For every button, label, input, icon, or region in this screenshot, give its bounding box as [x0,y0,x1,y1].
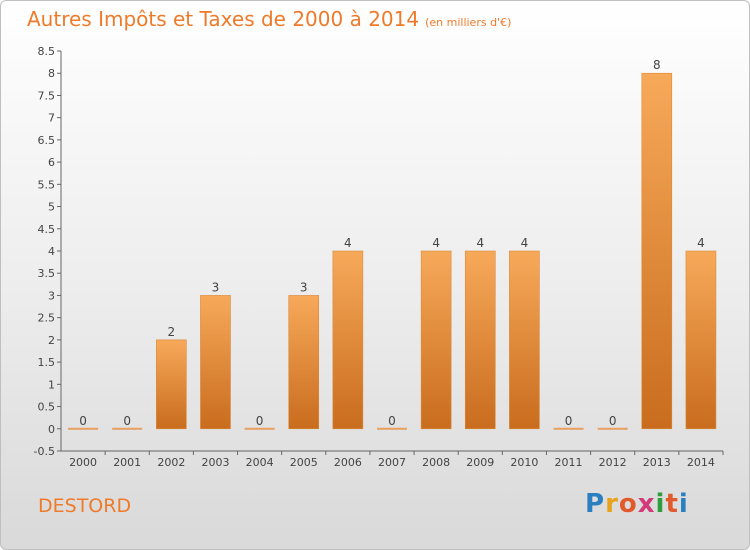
bar-value-label: 2 [168,325,176,339]
x-tick-label: 2003 [201,456,229,469]
bar-value-label: 4 [432,236,440,250]
y-tick-label: 1 [48,378,55,391]
y-tick-label: 7.5 [38,89,56,102]
bar-value-label: 3 [300,280,308,294]
x-tick-label: 2012 [599,456,627,469]
y-tick-label: -0.5 [34,445,55,458]
x-tick-label: 2009 [466,456,494,469]
y-tick-label: 6.5 [38,134,56,147]
bar-value-label: 4 [476,236,484,250]
y-tick-label: 6 [48,156,55,169]
logo-letter: r [605,489,619,519]
logo-letter: P [585,489,606,519]
y-tick-label: 3.5 [38,267,56,280]
proxiti-logo: Proxiti [585,489,689,519]
bar-value-label: 4 [697,236,705,250]
bar [597,427,628,430]
labels-group: 0 0 2 3 0 3 4 0 4 4 4 0 0 8 4 [79,58,705,428]
x-tick-label: 2005 [290,456,318,469]
y-tick-label: 0 [48,423,55,436]
bar [68,427,99,430]
logo-letter: i [678,489,689,519]
x-tick-label: 2008 [422,456,450,469]
logo-letter: o [618,489,638,519]
bar [641,72,673,430]
y-tick-label: 8 [48,67,55,80]
title-text: Autres Impôts et Taxes de 2000 à 2014 [27,7,420,31]
bar [156,339,187,430]
y-tick-label: 3 [48,289,55,302]
bar [464,250,496,430]
bar [244,427,275,430]
bar [377,427,407,430]
bar-value-label: 0 [256,414,264,428]
y-tick-label: 5 [48,201,55,214]
logo-letter: i [655,489,666,519]
x-tick-label: 2013 [643,456,671,469]
bar-value-label: 0 [388,414,396,428]
axes: -0.5 0 0.5 1 1.5 2 2.5 3 3.5 4 4.5 5 5.5 6 6.5 7 7.5 8 8.5… [34,45,724,469]
bar-value-label: 3 [212,280,220,294]
bar [288,295,320,430]
y-tick-label: 2.5 [38,312,56,325]
x-tick-label: 2001 [113,456,141,469]
x-tick-label: 2002 [157,456,185,469]
y-tick-label: 2 [48,334,55,347]
logo-letter: t [665,489,679,519]
place-name: DESTORD [38,495,132,517]
chart-title: Autres Impôts et Taxes de 2000 à 2014 (en… [27,7,511,31]
x-tick-label: 2006 [334,456,362,469]
subtitle-text: (en milliers d'€) [425,16,512,29]
y-tick-label: 7 [48,112,55,125]
x-tick-label: 2014 [687,456,715,469]
x-tick-label: 2004 [246,456,274,469]
x-tick-label: 2011 [555,456,583,469]
bar-value-label: 0 [565,414,573,428]
bar-value-label: 0 [123,414,131,428]
bar-value-label: 0 [79,414,87,428]
bar [332,250,364,430]
bars-group [68,72,717,430]
x-tick-label: 2010 [510,456,538,469]
bar [509,250,540,430]
y-tick-label: 4 [48,245,55,258]
x-tick-label: 2000 [69,456,97,469]
bar-value-label: 4 [344,236,352,250]
logo-letter: x [637,489,656,519]
y-tick-label: 1.5 [38,356,56,369]
bar-value-label: 8 [653,58,661,72]
bar [553,427,584,430]
y-tick-label: 8.5 [38,45,56,58]
bar [112,427,143,430]
y-tick-label: 4.5 [38,223,56,236]
bar [685,250,717,430]
bar [420,250,452,430]
x-tick-label: 2007 [378,456,406,469]
bar [200,295,231,430]
y-tick-label: 5.5 [38,178,56,191]
y-tick-label: 0.5 [38,401,56,414]
bar-value-label: 0 [609,414,617,428]
bar-value-label: 4 [521,236,529,250]
